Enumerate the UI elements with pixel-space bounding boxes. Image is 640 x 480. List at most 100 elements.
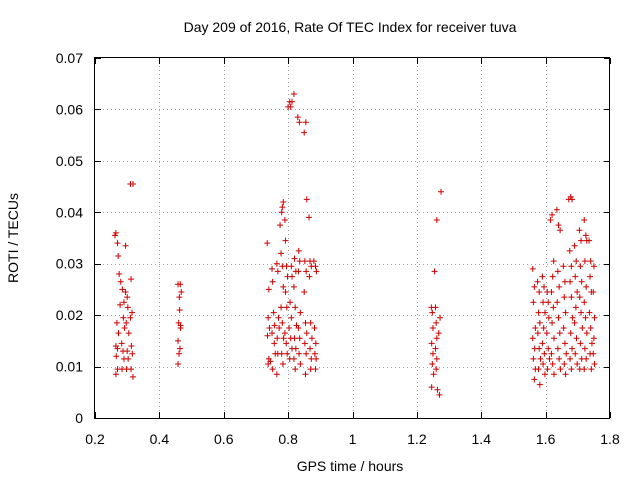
data-point (124, 348, 131, 355)
data-point (278, 304, 285, 311)
data-point (308, 335, 315, 342)
data-point (576, 227, 583, 234)
data-point (587, 258, 594, 265)
data-point (128, 366, 135, 373)
data-point (274, 335, 281, 342)
y-tick-label: 0.01 (56, 359, 83, 375)
data-point (583, 330, 590, 337)
data-point (114, 240, 121, 247)
data-point (535, 309, 542, 316)
data-point (284, 350, 291, 357)
data-point (531, 376, 538, 383)
data-point (282, 237, 289, 244)
data-point (176, 294, 183, 301)
data-point (567, 355, 574, 362)
data-point (582, 232, 589, 239)
data-point (433, 335, 440, 342)
data-point (573, 335, 580, 342)
data-point (428, 340, 435, 347)
data-point (113, 319, 120, 326)
data-point (273, 260, 280, 267)
data-point (577, 263, 584, 270)
data-point (175, 361, 182, 367)
data-point (583, 283, 590, 290)
data-point (562, 309, 569, 316)
data-point (530, 355, 537, 362)
data-point (120, 299, 127, 306)
data-point (586, 309, 593, 316)
data-point (581, 217, 588, 223)
data-point (554, 299, 561, 306)
data-point (177, 281, 184, 288)
data-point (435, 330, 442, 337)
data-point (297, 309, 304, 316)
y-tick-label: 0.04 (56, 204, 83, 220)
data-point (301, 289, 308, 295)
data-point (534, 330, 541, 337)
data-point (429, 350, 436, 357)
data-point (433, 355, 440, 362)
data-point (297, 361, 304, 367)
data-point (310, 258, 317, 265)
data-point (433, 319, 440, 326)
data-point (127, 314, 134, 321)
y-tick-label: 0.02 (56, 307, 83, 323)
data-point (265, 286, 272, 293)
data-point (433, 217, 440, 223)
data-point (541, 283, 548, 290)
data-point (553, 206, 560, 213)
data-point (115, 253, 122, 259)
data-point (296, 335, 303, 342)
data-point (303, 268, 310, 275)
data-point (287, 103, 294, 110)
data-point (561, 340, 568, 347)
x-tick-label: 1.8 (600, 431, 620, 447)
x-tick-labels: 0.2 0.4 0.6 0.8 1 1.2 1.4 1.6 1.8 (85, 431, 620, 447)
data-point (568, 366, 575, 373)
axis-ticks (95, 58, 611, 419)
data-point (124, 304, 131, 311)
data-point (569, 345, 576, 352)
data-point (295, 247, 302, 254)
data-point (560, 263, 567, 270)
data-point (578, 309, 585, 316)
data-point (540, 299, 547, 306)
data-point (581, 345, 588, 352)
data-point (302, 119, 309, 126)
x-tick-label: 0.8 (278, 431, 298, 447)
data-point (278, 350, 285, 357)
data-point (566, 247, 573, 254)
data-point (274, 268, 281, 275)
data-point (292, 345, 299, 352)
data-point (588, 366, 595, 373)
data-point (295, 268, 302, 275)
data-point (536, 345, 543, 352)
data-point (115, 330, 122, 337)
data-point (550, 335, 557, 342)
data-point (529, 335, 536, 342)
y-axis-label: ROTI / TECUs (5, 193, 21, 283)
data-point (571, 319, 578, 326)
data-point (429, 361, 436, 367)
data-point (545, 314, 552, 321)
data-point (556, 283, 563, 290)
data-point (178, 289, 185, 295)
data-point (574, 361, 581, 367)
data-point (290, 91, 297, 97)
data-point (307, 345, 314, 352)
data-point (532, 325, 539, 331)
data-point (311, 325, 318, 331)
data-point (434, 386, 441, 393)
data-point (539, 273, 546, 280)
data-point (283, 340, 290, 347)
data-point (301, 129, 308, 136)
data-point (281, 330, 288, 337)
data-point (587, 325, 594, 331)
data-point (579, 325, 586, 331)
data-point (540, 325, 547, 331)
data-point (590, 335, 597, 342)
data-point (541, 350, 548, 357)
data-point (545, 345, 552, 352)
data-point (556, 330, 563, 337)
data-point (572, 350, 579, 357)
